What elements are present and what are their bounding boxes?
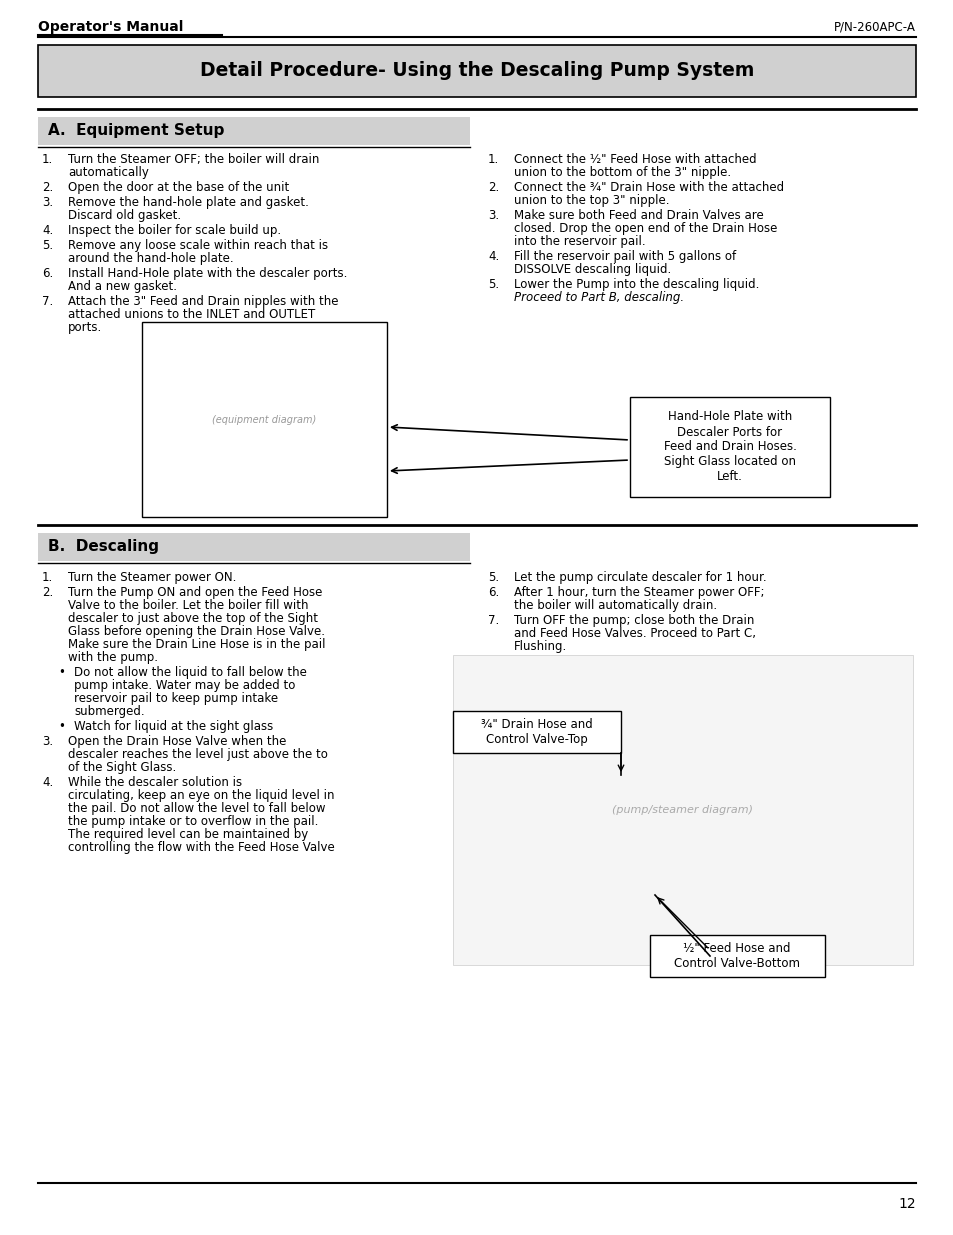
Text: 2.: 2. — [42, 182, 53, 194]
Text: Make sure the Drain Line Hose is in the pail: Make sure the Drain Line Hose is in the … — [68, 638, 325, 651]
Text: Turn the Steamer OFF; the boiler will drain: Turn the Steamer OFF; the boiler will dr… — [68, 153, 319, 165]
Text: descaler reaches the level just above the to: descaler reaches the level just above th… — [68, 748, 328, 761]
Text: Valve to the boiler. Let the boiler fill with: Valve to the boiler. Let the boiler fill… — [68, 599, 308, 613]
Text: automatically: automatically — [68, 165, 149, 179]
Text: While the descaler solution is: While the descaler solution is — [68, 776, 242, 789]
Text: 7.: 7. — [42, 295, 53, 308]
Text: 12: 12 — [898, 1197, 915, 1212]
Text: 7.: 7. — [488, 614, 498, 627]
Text: Open the door at the base of the unit: Open the door at the base of the unit — [68, 182, 289, 194]
Text: of the Sight Glass.: of the Sight Glass. — [68, 761, 176, 774]
Bar — [38, 117, 470, 144]
Text: Fill the reservoir pail with 5 gallons of: Fill the reservoir pail with 5 gallons o… — [514, 249, 736, 263]
Text: Install Hand-Hole plate with the descaler ports.: Install Hand-Hole plate with the descale… — [68, 267, 347, 280]
Bar — [453, 655, 912, 965]
Text: After 1 hour, turn the Steamer power OFF;: After 1 hour, turn the Steamer power OFF… — [514, 585, 763, 599]
Text: controlling the flow with the Feed Hose Valve: controlling the flow with the Feed Hose … — [68, 841, 335, 853]
Text: descaler to just above the top of the Sight: descaler to just above the top of the Si… — [68, 613, 317, 625]
Text: Turn the Pump ON and open the Feed Hose: Turn the Pump ON and open the Feed Hose — [68, 585, 322, 599]
Text: And a new gasket.: And a new gasket. — [68, 280, 177, 293]
Text: Inspect the boiler for scale build up.: Inspect the boiler for scale build up. — [68, 224, 281, 237]
Text: Hand-Hole Plate with
Descaler Ports for
Feed and Drain Hoses.
Sight Glass locate: Hand-Hole Plate with Descaler Ports for … — [663, 410, 796, 483]
Text: Open the Drain Hose Valve when the: Open the Drain Hose Valve when the — [68, 735, 286, 748]
Text: Turn the Steamer power ON.: Turn the Steamer power ON. — [68, 571, 236, 584]
Text: 2.: 2. — [42, 585, 53, 599]
Text: Discard old gasket.: Discard old gasket. — [68, 209, 181, 222]
Text: The required level can be maintained by: The required level can be maintained by — [68, 827, 308, 841]
Text: Watch for liquid at the sight glass: Watch for liquid at the sight glass — [74, 720, 273, 734]
Text: 2.: 2. — [488, 182, 498, 194]
Text: submerged.: submerged. — [74, 705, 145, 718]
Bar — [649, 935, 824, 977]
Text: 4.: 4. — [488, 249, 498, 263]
Text: Connect the ½" Feed Hose with attached: Connect the ½" Feed Hose with attached — [514, 153, 756, 165]
Text: 5.: 5. — [488, 571, 498, 584]
Text: 1.: 1. — [488, 153, 498, 165]
Text: 5.: 5. — [42, 240, 53, 252]
Text: 3.: 3. — [42, 196, 53, 209]
Text: attached unions to the INLET and OUTLET: attached unions to the INLET and OUTLET — [68, 308, 314, 321]
Text: Make sure both Feed and Drain Valves are: Make sure both Feed and Drain Valves are — [514, 209, 763, 222]
Text: ½" Feed Hose and
Control Valve-Bottom: ½" Feed Hose and Control Valve-Bottom — [673, 942, 800, 969]
Text: Flushing.: Flushing. — [514, 640, 567, 653]
Text: reservoir pail to keep pump intake: reservoir pail to keep pump intake — [74, 692, 278, 705]
Text: 6.: 6. — [42, 267, 53, 280]
Text: circulating, keep an eye on the liquid level in: circulating, keep an eye on the liquid l… — [68, 789, 335, 802]
Text: union to the bottom of the 3" nipple.: union to the bottom of the 3" nipple. — [514, 165, 730, 179]
Text: •: • — [58, 720, 65, 734]
Text: the pail. Do not allow the level to fall below: the pail. Do not allow the level to fall… — [68, 802, 325, 815]
Text: Lower the Pump into the descaling liquid.: Lower the Pump into the descaling liquid… — [514, 278, 759, 291]
Text: and Feed Hose Valves. Proceed to Part C,: and Feed Hose Valves. Proceed to Part C, — [514, 627, 755, 640]
Text: (equipment diagram): (equipment diagram) — [212, 415, 315, 425]
Text: closed. Drop the open end of the Drain Hose: closed. Drop the open end of the Drain H… — [514, 222, 777, 235]
Text: •: • — [58, 666, 65, 679]
Text: 3.: 3. — [488, 209, 498, 222]
Text: Proceed to Part B, descaling.: Proceed to Part B, descaling. — [514, 291, 683, 304]
Text: (pump/steamer diagram): (pump/steamer diagram) — [612, 805, 753, 815]
Text: Remove any loose scale within reach that is: Remove any loose scale within reach that… — [68, 240, 328, 252]
Text: 4.: 4. — [42, 776, 53, 789]
Text: pump intake. Water may be added to: pump intake. Water may be added to — [74, 679, 295, 692]
Text: Remove the hand-hole plate and gasket.: Remove the hand-hole plate and gasket. — [68, 196, 309, 209]
Text: Detail Procedure- Using the Descaling Pump System: Detail Procedure- Using the Descaling Pu… — [199, 62, 754, 80]
Text: the boiler will automatically drain.: the boiler will automatically drain. — [514, 599, 717, 613]
Text: 4.: 4. — [42, 224, 53, 237]
Text: Do not allow the liquid to fall below the: Do not allow the liquid to fall below th… — [74, 666, 307, 679]
Text: with the pump.: with the pump. — [68, 651, 158, 664]
Text: Attach the 3" Feed and Drain nipples with the: Attach the 3" Feed and Drain nipples wit… — [68, 295, 338, 308]
Text: 6.: 6. — [488, 585, 498, 599]
Bar — [38, 534, 470, 561]
Text: P/N-260APC-A: P/N-260APC-A — [833, 20, 915, 33]
Text: the pump intake or to overflow in the pail.: the pump intake or to overflow in the pa… — [68, 815, 318, 827]
Text: DISSOLVE descaling liquid.: DISSOLVE descaling liquid. — [514, 263, 671, 275]
Bar — [38, 44, 915, 98]
Text: ports.: ports. — [68, 321, 102, 333]
Text: B.  Descaling: B. Descaling — [48, 540, 159, 555]
Bar — [142, 322, 387, 517]
Bar — [629, 396, 829, 496]
Text: A.  Equipment Setup: A. Equipment Setup — [48, 124, 224, 138]
Text: 1.: 1. — [42, 571, 53, 584]
Bar — [453, 711, 620, 753]
Text: into the reservoir pail.: into the reservoir pail. — [514, 235, 645, 248]
Text: ¾" Drain Hose and
Control Valve-Top: ¾" Drain Hose and Control Valve-Top — [480, 718, 592, 746]
Text: 1.: 1. — [42, 153, 53, 165]
Text: Operator's Manual: Operator's Manual — [38, 20, 183, 35]
Text: Connect the ¾" Drain Hose with the attached: Connect the ¾" Drain Hose with the attac… — [514, 182, 783, 194]
Text: Glass before opening the Drain Hose Valve.: Glass before opening the Drain Hose Valv… — [68, 625, 325, 638]
Text: 5.: 5. — [488, 278, 498, 291]
Text: Let the pump circulate descaler for 1 hour.: Let the pump circulate descaler for 1 ho… — [514, 571, 766, 584]
Text: 3.: 3. — [42, 735, 53, 748]
Text: around the hand-hole plate.: around the hand-hole plate. — [68, 252, 233, 266]
Text: union to the top 3" nipple.: union to the top 3" nipple. — [514, 194, 669, 207]
Text: Turn OFF the pump; close both the Drain: Turn OFF the pump; close both the Drain — [514, 614, 754, 627]
